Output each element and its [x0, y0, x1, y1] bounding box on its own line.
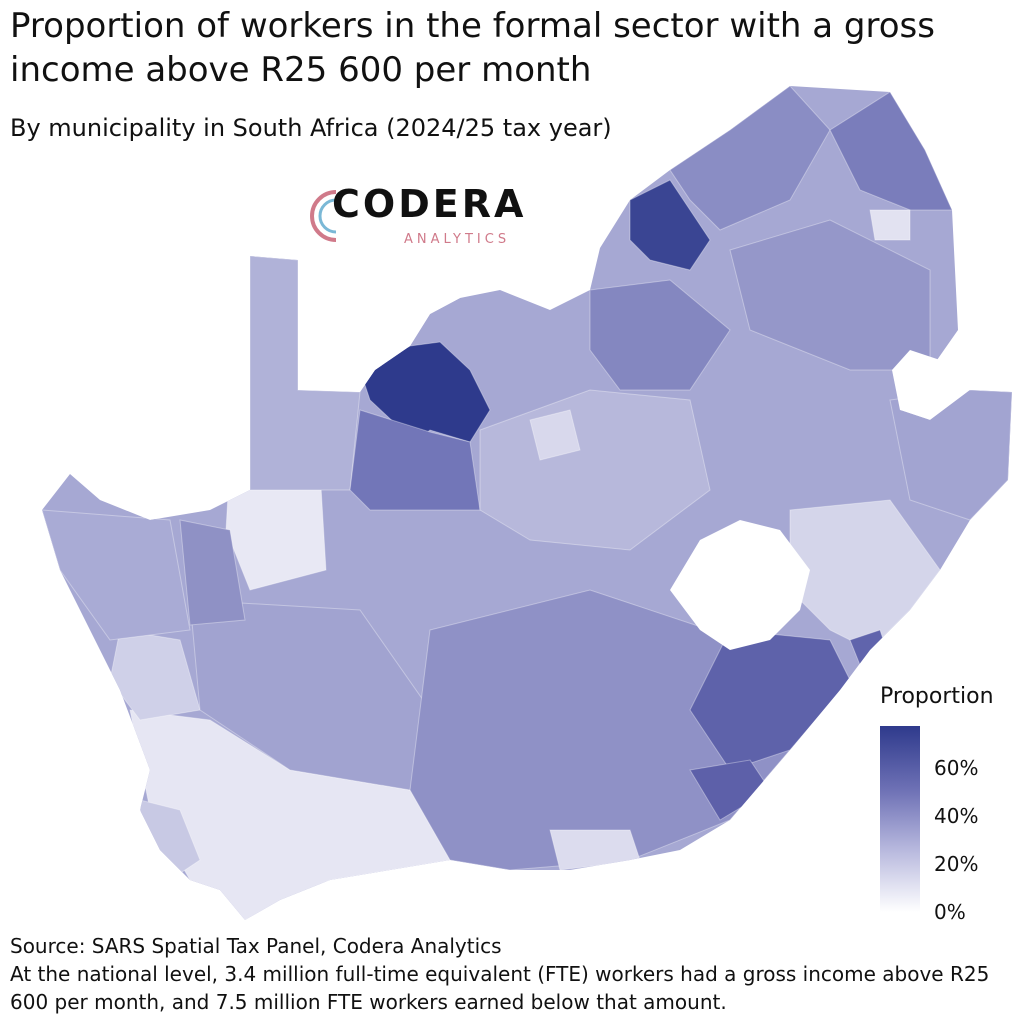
region-free-state-light: [529, 409, 581, 461]
legend-tick-40: 40%: [934, 804, 979, 828]
legend-tick-0: 0%: [934, 900, 966, 924]
national-summary: At the national level, 3.4 million full-…: [10, 962, 990, 1014]
map-subtitle: By municipality in South Africa (2024/25…: [10, 114, 612, 142]
logo-tagline: ANALYTICS: [404, 232, 511, 247]
region-gauteng: [589, 279, 731, 391]
botswana-notch: [298, 256, 470, 392]
legend-color-bar: [880, 726, 920, 912]
source-note: Source: SARS Spatial Tax Panel, Codera A…: [10, 932, 1020, 1016]
region-port-elizabeth-light: [549, 829, 641, 871]
region-vhembe-light: [869, 209, 911, 241]
region-namakwa: [42, 509, 191, 641]
region-west-coast: [109, 629, 201, 721]
legend-title: Proportion: [880, 684, 994, 709]
legend-tick-60: 60%: [934, 756, 979, 780]
lesotho-hole: [670, 520, 810, 650]
region-limpopo-east: [829, 91, 953, 211]
region-eastern-cape-dark: [689, 629, 851, 771]
south-africa-choropleth-map: [42, 86, 1012, 920]
region-namaqua-east: [179, 519, 246, 626]
region-limpopo-dark: [629, 179, 711, 271]
map-title: Proportion of workers in the formal sect…: [10, 6, 935, 90]
region-kzn-north: [889, 389, 1012, 521]
logo-wordmark: CODERA: [332, 182, 527, 226]
logo-mark-icon: [310, 190, 337, 242]
eswatini-hole: [892, 350, 950, 415]
codera-logo: CODERA ANALYTICS: [308, 182, 523, 256]
legend-tick-20: 20%: [934, 852, 979, 876]
source-line: Source: SARS Spatial Tax Panel, Codera A…: [10, 934, 502, 958]
region-eastern-cape: [409, 589, 791, 871]
